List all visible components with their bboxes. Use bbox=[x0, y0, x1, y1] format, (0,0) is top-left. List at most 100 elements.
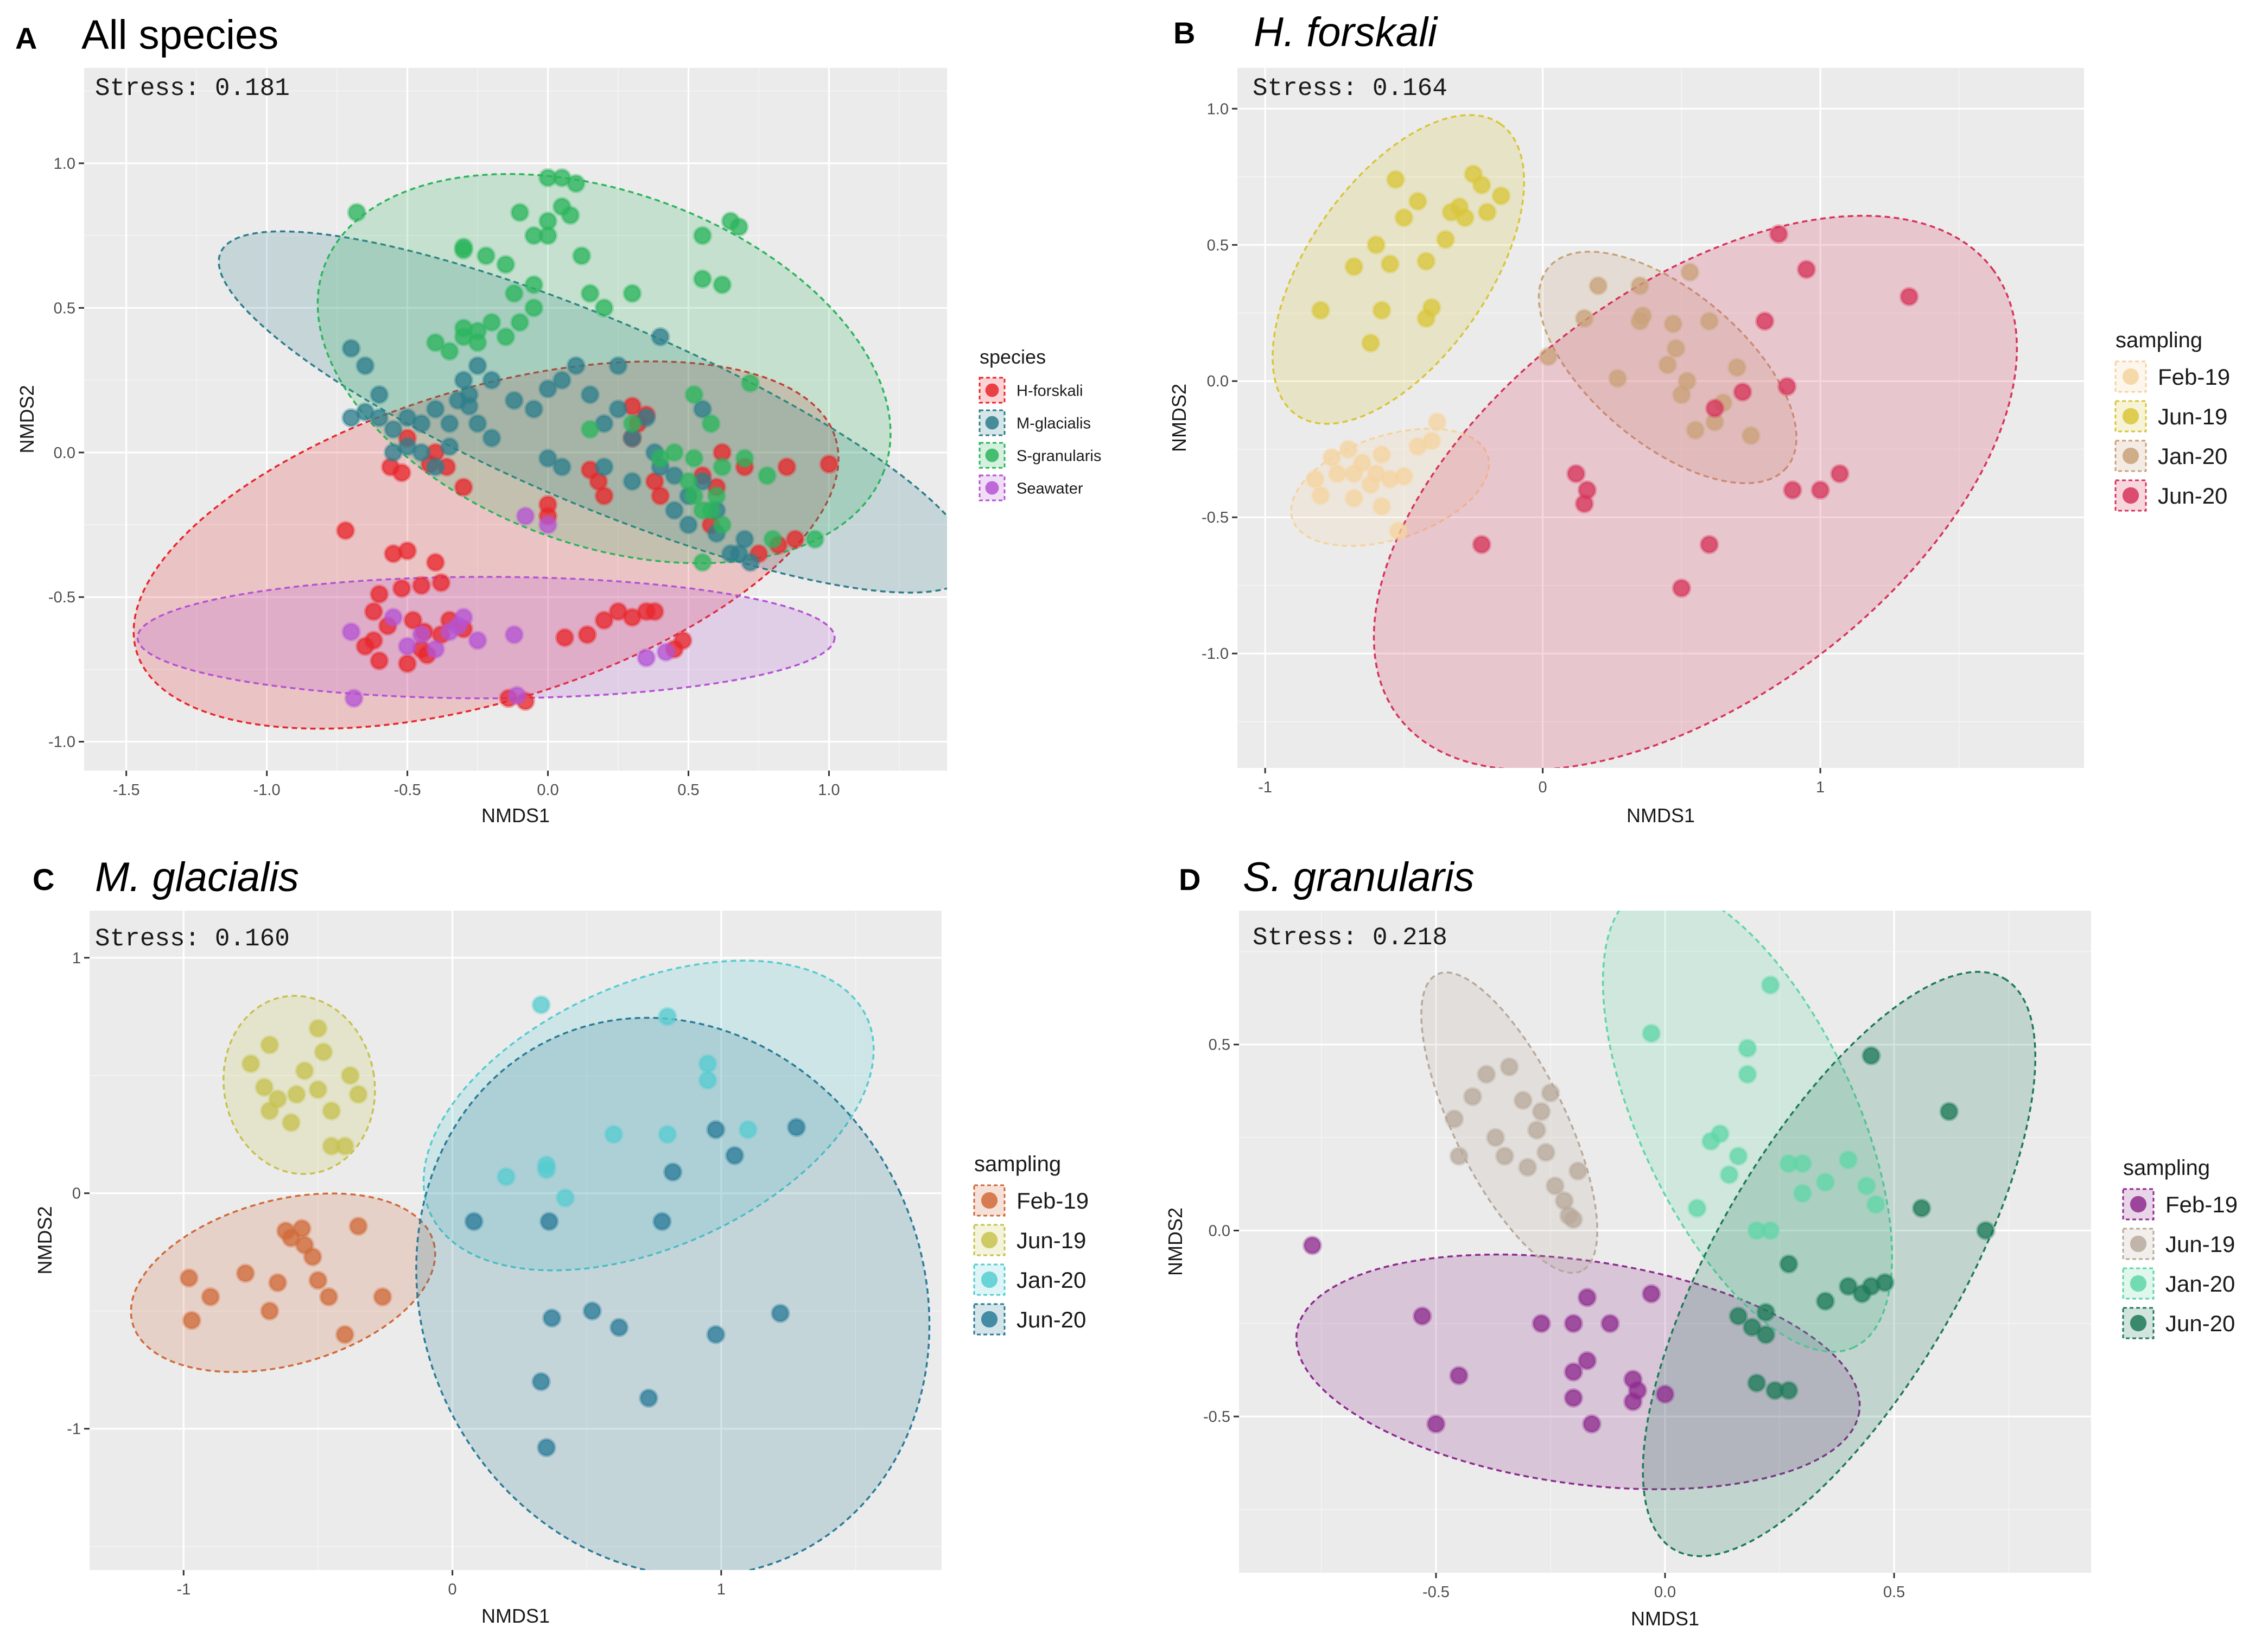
data-point-jun-20 bbox=[1861, 1046, 1881, 1066]
data-point-jun-19 bbox=[321, 1101, 341, 1121]
data-point-feb-19 bbox=[1449, 1365, 1469, 1386]
data-point-feb-19 bbox=[1338, 439, 1358, 459]
data-point-seawater bbox=[504, 625, 524, 645]
legend-key-point bbox=[981, 1231, 998, 1249]
data-point-feb-19 bbox=[1655, 1384, 1675, 1404]
data-point-jun-20 bbox=[536, 1438, 556, 1458]
data-point-s-granularis bbox=[524, 226, 544, 246]
data-point-m-glacialis bbox=[397, 408, 417, 428]
data-point-feb-19 bbox=[1303, 1235, 1323, 1255]
y-axis-title: NMDS2 bbox=[1164, 1208, 1186, 1276]
data-point-feb-19 bbox=[1577, 1351, 1597, 1371]
legend-key-point bbox=[2130, 1235, 2147, 1253]
data-point-jun-20 bbox=[786, 1117, 806, 1137]
data-point-jan-20 bbox=[1632, 306, 1653, 326]
data-point-jun-19 bbox=[241, 1054, 261, 1074]
panel-letter: D bbox=[1179, 862, 1200, 897]
data-point-jun-20 bbox=[1911, 1198, 1932, 1218]
data-point-jun-20 bbox=[1472, 535, 1492, 555]
legend-item: Jan-20 bbox=[2122, 1267, 2235, 1300]
data-point-jan-20 bbox=[738, 1120, 758, 1140]
data-point-jun-19 bbox=[1361, 333, 1381, 353]
data-point-seawater bbox=[516, 506, 536, 526]
data-point-seawater bbox=[468, 631, 488, 651]
x-tick-label: -0.5 bbox=[394, 781, 421, 799]
legend-label: Jun-19 bbox=[2165, 1231, 2235, 1257]
legend: species H-forskali M-glacialis S-granularis… bbox=[979, 346, 1101, 501]
data-point-jun-19 bbox=[1416, 308, 1436, 328]
data-point-s-granularis bbox=[481, 312, 501, 332]
data-point-jan-20 bbox=[1687, 1198, 1707, 1218]
data-point-m-glacialis bbox=[383, 442, 403, 462]
data-point-s-granularis bbox=[425, 333, 446, 353]
data-point-feb-19 bbox=[372, 1287, 392, 1307]
data-point-h-forskali bbox=[369, 651, 389, 671]
data-point-jun-20 bbox=[531, 1371, 551, 1391]
data-point-s-granularis bbox=[763, 529, 783, 549]
y-tick-label: 0.5 bbox=[1209, 1037, 1230, 1054]
data-point-m-glacialis bbox=[369, 408, 389, 428]
x-axis-title: NMDS1 bbox=[481, 1605, 550, 1627]
data-point-feb-19 bbox=[1371, 444, 1392, 465]
data-point-m-glacialis bbox=[693, 399, 713, 419]
legend-key-point bbox=[981, 1192, 998, 1209]
legend-label: S-granularis bbox=[1017, 447, 1101, 465]
data-point-h-forskali bbox=[335, 520, 355, 541]
confidence-ellipse-jun-19 bbox=[223, 995, 376, 1175]
data-point-s-granularis bbox=[693, 552, 713, 573]
legend-label: Jan-20 bbox=[1017, 1267, 1086, 1293]
data-point-jan-20 bbox=[536, 1160, 556, 1180]
data-point-s-granularis bbox=[560, 205, 580, 225]
data-point-jan-20 bbox=[603, 1124, 624, 1145]
data-point-jun-20 bbox=[1782, 480, 1802, 500]
data-point-s-granularis bbox=[712, 457, 732, 477]
data-point-m-glacialis bbox=[678, 515, 698, 535]
legend-item: Jun-19 bbox=[2122, 1228, 2235, 1260]
data-point-jun-20 bbox=[464, 1211, 484, 1231]
stress-annotation: Stress: 0.218 bbox=[1253, 924, 1447, 952]
data-point-feb-19 bbox=[1641, 1283, 1661, 1304]
y-axis-title: NMDS2 bbox=[34, 1206, 56, 1274]
data-point-jun-20 bbox=[706, 1120, 726, 1140]
data-point-jan-20 bbox=[698, 1054, 718, 1074]
data-point-h-forskali bbox=[622, 607, 642, 627]
data-point-jun-19 bbox=[340, 1065, 360, 1085]
data-point-h-forskali bbox=[785, 529, 805, 549]
panel-title: M. glacialis bbox=[95, 854, 299, 900]
plot-background bbox=[90, 911, 942, 1570]
confidence-ellipse-jun-19 bbox=[1272, 114, 1526, 425]
data-point-jun-20 bbox=[1778, 1381, 1799, 1401]
data-point-seawater bbox=[397, 636, 417, 656]
data-point-m-glacialis bbox=[481, 370, 501, 390]
data-point-m-glacialis bbox=[664, 500, 684, 520]
data-point-jun-20 bbox=[582, 1301, 602, 1321]
data-point-m-glacialis bbox=[552, 457, 572, 477]
data-point-h-forskali bbox=[425, 552, 446, 573]
data-point-m-glacialis bbox=[504, 390, 524, 410]
data-point-jun-19 bbox=[1449, 1146, 1469, 1166]
data-point-jun-20 bbox=[1742, 1317, 1762, 1337]
legend-item: Feb-19 bbox=[973, 1184, 1089, 1217]
data-point-feb-19 bbox=[1564, 1313, 1584, 1333]
data-point-jun-20 bbox=[542, 1308, 562, 1328]
data-point-jun-19 bbox=[1476, 1064, 1496, 1084]
data-point-h-forskali bbox=[403, 610, 423, 630]
y-tick-label: -1.0 bbox=[48, 734, 75, 751]
data-point-seawater bbox=[636, 648, 656, 668]
data-point-feb-19 bbox=[1427, 412, 1447, 432]
legend-item: Jan-20 bbox=[2114, 440, 2227, 472]
data-point-jun-19 bbox=[1554, 1191, 1574, 1211]
data-point-jan-20 bbox=[1699, 311, 1719, 331]
data-point-feb-19 bbox=[1322, 447, 1342, 467]
data-point-m-glacialis bbox=[468, 414, 488, 434]
data-point-s-granularis bbox=[510, 312, 530, 332]
stress-annotation: Stress: 0.160 bbox=[95, 925, 290, 953]
data-point-m-glacialis bbox=[729, 544, 749, 564]
data-point-s-granularis bbox=[495, 255, 516, 275]
data-point-h-forskali bbox=[577, 625, 598, 645]
data-point-feb-19 bbox=[1388, 521, 1408, 541]
legend-label: Jan-20 bbox=[2165, 1271, 2235, 1297]
data-point-jun-19 bbox=[1564, 1209, 1584, 1229]
data-point-m-glacialis bbox=[552, 370, 572, 390]
data-point-m-glacialis bbox=[608, 399, 628, 419]
